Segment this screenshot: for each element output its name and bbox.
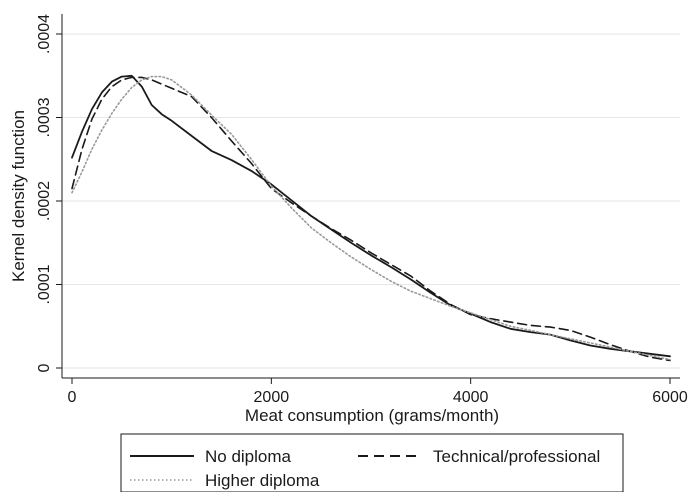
x-tick-label: 2000 (254, 389, 290, 406)
y-tick-label: .0001 (36, 264, 53, 304)
legend-label-technical-professional: Technical/professional (433, 447, 600, 466)
x-tick-label: 4000 (453, 389, 489, 406)
legend-box (120, 433, 624, 492)
series-lines (71, 74, 671, 362)
y-tick-label: 0 (36, 363, 53, 372)
series-line-higher-diploma (71, 75, 671, 361)
y-tick-label: .0004 (36, 14, 53, 54)
y-tick-label: .0002 (36, 181, 53, 221)
y-axis-ticks: 0 .0001 .0002 .0003 .0004 (36, 14, 62, 372)
x-axis-label: Meat consumption (grams/month) (245, 406, 499, 425)
x-tick-label: 0 (68, 389, 77, 406)
x-axis-ticks: 0 2000 4000 6000 (68, 378, 688, 406)
series-line-technical-professional (71, 76, 671, 362)
legend-label-no-diploma: No diploma (205, 447, 292, 466)
y-tick-label: .0003 (36, 97, 53, 137)
y-axis-label: Kernel density function (9, 110, 28, 282)
x-tick-label: 6000 (652, 389, 688, 406)
legend: No diploma Technical/professional Higher… (120, 433, 624, 492)
legend-label-higher-diploma: Higher diploma (205, 471, 320, 490)
gridlines (62, 33, 680, 369)
